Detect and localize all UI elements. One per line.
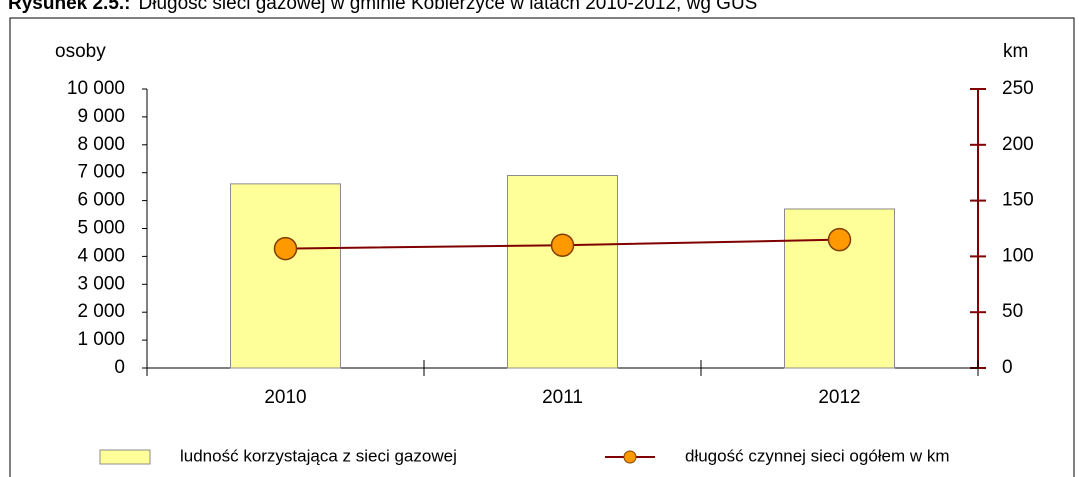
y2-tick-label: 100 [1002,245,1034,266]
y-tick-label: 6 000 [77,190,125,211]
bar [507,174,618,369]
y2-tick-label: 50 [1002,301,1023,322]
y-tick-label: 3 000 [77,273,125,294]
y-tick-label: 7 000 [77,162,125,183]
y2-axis-label: km [1003,41,1028,62]
y2-tick-label: 0 [1002,357,1013,378]
y-tick-label: 2 000 [77,301,125,322]
legend-swatch [99,449,151,465]
legend-marker [623,450,637,464]
y-tick-label: 0 [114,357,125,378]
bar [230,183,341,369]
y-axis-label: osoby [55,41,106,62]
y-tick-label: 5 000 [77,218,125,239]
y-tick-label: 8 000 [77,134,125,155]
y-tick-label: 10 000 [67,78,125,99]
y2-tick-label: 250 [1002,78,1034,99]
y-tick-label: 1 000 [77,329,125,350]
legend-label: długość czynnej sieci ogółem w km [685,446,950,465]
y2-tick-label: 150 [1002,190,1034,211]
marker [827,227,852,252]
x-tick-label: 2012 [818,387,860,408]
y-tick-label: 4 000 [77,245,125,266]
legend-label: ludność korzystająca z sieci gazowej [180,446,457,465]
chart-title: Długość sieci gazowej w gminie Kobierzyc… [139,0,758,14]
y-tick-label: 9 000 [77,106,125,127]
x-tick-label: 2011 [542,387,583,408]
marker [273,236,298,261]
y2-tick-label: 200 [1002,134,1034,155]
title-label: Rysunek 2.5.: [8,0,131,14]
x-tick-label: 2010 [264,387,306,408]
marker [550,233,575,257]
